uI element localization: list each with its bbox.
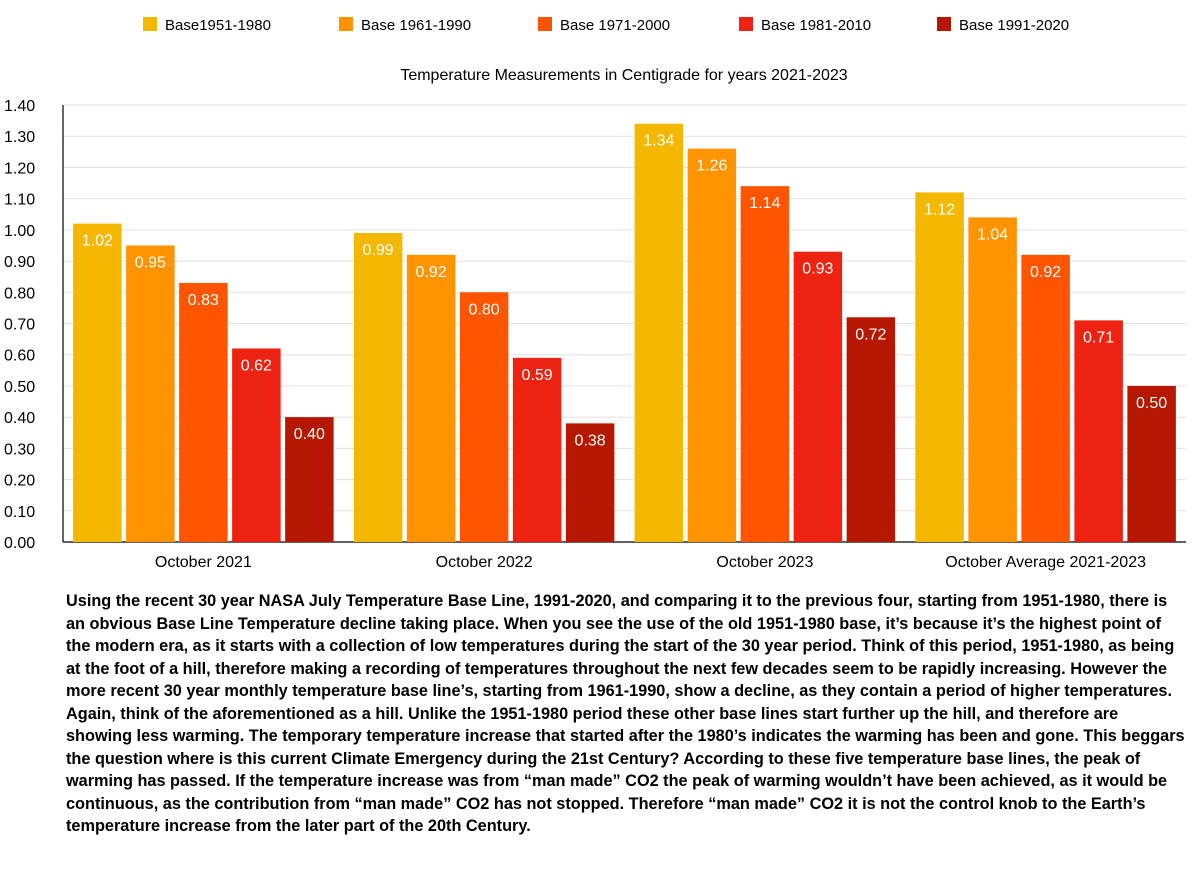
- x-category-label: October 2021: [155, 554, 252, 571]
- x-category-label: October 2023: [716, 554, 813, 571]
- y-tick-label: 1.40: [4, 98, 35, 115]
- legend-label: Base 1971-2000: [560, 17, 670, 34]
- bar: [565, 423, 615, 542]
- bar: [73, 223, 122, 542]
- legend-swatch: [339, 17, 353, 31]
- x-category-label: October Average 2021-2023: [945, 554, 1146, 571]
- bar: [459, 292, 509, 542]
- legend-label: Base 1991-2020: [959, 17, 1069, 34]
- y-tick-label: 1.00: [4, 223, 35, 240]
- legend-swatch: [739, 17, 753, 31]
- bar-value-label: 1.26: [696, 158, 727, 175]
- chart-legend: Base1951-1980 Base 1961-1990 Base 1971-200…: [143, 17, 1069, 34]
- bar-value-label: 1.34: [643, 133, 674, 150]
- y-tick-label: 0.80: [4, 285, 35, 302]
- bar-value-label: 1.02: [82, 233, 113, 250]
- bar: [232, 348, 281, 542]
- bar-value-label: 1.14: [749, 195, 780, 212]
- bar: [179, 282, 228, 542]
- bar: [968, 217, 1017, 542]
- bar: [687, 148, 737, 542]
- y-tick-label: 1.30: [4, 129, 35, 146]
- y-tick-label: 0.70: [4, 317, 35, 334]
- bar-value-label: 0.92: [1030, 264, 1061, 281]
- bar: [846, 317, 896, 542]
- bar: [512, 357, 562, 542]
- bar: [740, 186, 790, 542]
- y-tick-label: 0.20: [4, 473, 35, 490]
- legend-label: Base 1961-1990: [361, 17, 471, 34]
- chart-bars: 1.02 0.95 0.83 0.62 0.40 0.99 0.92 0.80 0.59 0.38…: [73, 123, 1176, 543]
- bar: [1074, 320, 1123, 542]
- bar-value-label: 1.04: [977, 226, 1008, 243]
- description-text: Using the recent 30 year NASA July Tempe…: [66, 592, 1185, 835]
- bar-value-label: 0.99: [363, 242, 394, 259]
- bar-value-label: 0.38: [575, 432, 606, 449]
- legend-swatch: [538, 17, 552, 31]
- bar: [285, 417, 334, 542]
- legend-swatch: [143, 17, 157, 31]
- bar-value-label: 0.59: [522, 367, 553, 384]
- x-category-label: October 2022: [436, 554, 533, 571]
- legend-label: Base 1981-2010: [761, 17, 871, 34]
- legend-label: Base1951-1980: [165, 17, 271, 34]
- bar-value-label: 0.80: [469, 301, 500, 318]
- y-tick-label: 1.10: [4, 192, 35, 209]
- y-tick-label: 0.40: [4, 410, 35, 427]
- y-tick-label: 0.10: [4, 504, 35, 521]
- bar: [634, 123, 684, 542]
- y-tick-label: 0.00: [4, 535, 35, 552]
- bar: [915, 192, 964, 542]
- bar-value-label: 0.50: [1136, 395, 1167, 412]
- bar: [1021, 254, 1070, 543]
- bar: [126, 245, 175, 542]
- y-tick-label: 0.30: [4, 441, 35, 458]
- bar-value-label: 0.40: [294, 426, 325, 443]
- bar: [406, 254, 456, 543]
- bar-chart: Base1951-1980 Base 1961-1990 Base 1971-200…: [4, 17, 1186, 571]
- bar: [1127, 385, 1176, 542]
- y-tick-label: 0.60: [4, 348, 35, 365]
- bar-value-label: 0.83: [188, 292, 219, 309]
- chart-gridlines: [63, 104, 1186, 543]
- bar-value-label: 0.71: [1083, 329, 1114, 346]
- bar: [353, 232, 403, 542]
- y-tick-label: 1.20: [4, 160, 35, 177]
- bar-value-label: 0.62: [241, 357, 272, 374]
- chart-title: Temperature Measurements in Centigrade f…: [400, 67, 847, 84]
- x-axis: October 2021 October 2022 October 2023 Octo…: [155, 554, 1146, 571]
- bar-value-label: 0.72: [855, 326, 886, 343]
- bar-value-label: 0.95: [135, 254, 166, 271]
- bar-value-label: 1.12: [924, 201, 955, 218]
- legend-swatch: [937, 17, 951, 31]
- y-tick-label: 0.90: [4, 254, 35, 271]
- bar: [793, 251, 843, 542]
- y-tick-label: 0.50: [4, 379, 35, 396]
- bar-value-label: 0.93: [802, 261, 833, 278]
- bar-value-label: 0.92: [416, 264, 447, 281]
